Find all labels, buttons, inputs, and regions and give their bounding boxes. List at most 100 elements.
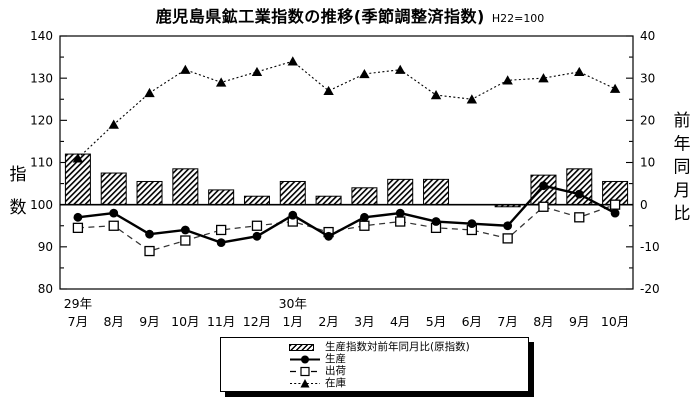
legend-sample-yoy <box>289 343 321 351</box>
shipment-marker <box>216 224 227 236</box>
yoy-bar <box>243 195 270 206</box>
yoy-bar <box>172 168 199 206</box>
month-label: 9月 <box>569 314 589 329</box>
mining-industry-index-chart: 80 90 100 110 120 130 140 -20 -10 0 10 20 30 40 7月 8月 9月… <box>10 29 691 329</box>
left-axis-tick-label: 140 <box>30 29 53 43</box>
production-marker <box>431 217 441 226</box>
shipment-marker <box>108 220 119 231</box>
legend-sample-production <box>289 354 321 365</box>
inventory-marker <box>323 85 334 96</box>
production-marker <box>539 181 548 191</box>
yoy-bar <box>351 187 378 206</box>
chart-base-year-note: H22=100 <box>491 12 545 25</box>
legend-item-yoy-bar: 生産指数対前年同月比(原指数) <box>221 341 528 353</box>
left-axis-tick-label: 120 <box>30 114 53 128</box>
yoy-bar <box>315 195 342 206</box>
month-label: 12月 <box>243 314 271 329</box>
right-axis-tick-label: 40 <box>640 29 655 43</box>
inventory-marker <box>574 66 585 77</box>
legend-item-shipment: 出荷 <box>221 365 528 377</box>
right-axis-title-char: 月 <box>674 181 691 201</box>
hatched-bar-swatch <box>289 343 314 351</box>
shipment-marker <box>574 212 585 223</box>
production-marker <box>610 208 620 218</box>
inventory-line <box>77 60 616 159</box>
left-axis-tick-label: 90 <box>38 240 53 254</box>
legend-item-inventory: 在庫 <box>221 377 528 389</box>
left-axis-tick-label: 80 <box>38 282 53 296</box>
month-label: 2月 <box>318 314 338 329</box>
production-marker <box>395 208 405 218</box>
shipment-line <box>77 204 616 252</box>
dotted-line-triangle-icon <box>290 378 320 387</box>
inventory-marker <box>108 119 119 129</box>
production-marker <box>216 238 226 248</box>
production-line <box>77 184 616 244</box>
legend-box: 生産指数対前年同月比(原指数) 生産 出荷 <box>220 337 529 392</box>
right-axis-tick-label: 30 <box>640 71 655 85</box>
right-axis-tick-label: 10 <box>640 156 655 170</box>
inventory-marker <box>359 68 370 79</box>
production-marker <box>574 189 584 199</box>
right-axis-title-char: 年 <box>674 134 691 154</box>
production-marker <box>360 212 369 222</box>
chart-header: 鹿児島県鉱工業指数の推移(季節調整済指数) H22=100 <box>0 3 700 27</box>
month-label: 4月 <box>390 314 410 329</box>
legend-label-shipment: 出荷 <box>325 364 346 377</box>
yoy-bar <box>423 178 450 206</box>
shipment-marker <box>538 201 549 212</box>
inventory-marker <box>72 153 84 163</box>
production-marker <box>467 219 477 229</box>
legend-sample-inventory <box>289 378 321 389</box>
production-marker <box>73 212 83 222</box>
yoy-bar <box>100 172 127 206</box>
shipment-marker <box>144 245 155 257</box>
month-label: 7月 <box>68 314 88 329</box>
plot-border <box>59 35 634 290</box>
solid-line-circle-icon <box>290 355 320 363</box>
inventory-marker <box>609 83 621 93</box>
shipment-marker <box>251 220 263 231</box>
yoy-bar <box>387 178 414 206</box>
right-axis-title-char: 比 <box>674 204 691 224</box>
production-marker <box>288 210 298 220</box>
month-label: 7月 <box>497 314 517 329</box>
inventory-marker <box>215 77 227 87</box>
right-axis-tick-label: -10 <box>640 240 660 254</box>
production-marker <box>503 221 513 231</box>
right-axis-title-char: 同 <box>674 158 691 178</box>
legend-label-yoy: 生産指数対前年同月比(原指数) <box>325 340 470 353</box>
month-label: 11月 <box>207 314 235 329</box>
inventory-marker <box>466 94 478 104</box>
month-label: 9月 <box>139 314 159 329</box>
shipment-marker <box>502 233 513 244</box>
month-label: 5月 <box>426 314 446 329</box>
left-axis-tick-label: 130 <box>30 71 53 85</box>
inventory-marker <box>180 64 191 74</box>
inventory-marker <box>430 90 442 100</box>
year-label: 30年 <box>279 296 307 311</box>
chart-title: 鹿児島県鉱工業指数の推移(季節調整済指数) <box>155 7 485 26</box>
legend-sample-shipment <box>289 366 321 377</box>
right-axis-title-char: 前 <box>674 111 691 131</box>
yoy-bar <box>279 180 306 206</box>
inventory-marker <box>287 56 298 66</box>
production-marker <box>180 225 190 235</box>
month-label: 8月 <box>533 314 553 329</box>
left-axis-title-char: 数 <box>10 198 27 218</box>
shipment-marker <box>359 220 370 231</box>
legend-label-production: 生産 <box>325 352 346 365</box>
year-label: 29年 <box>64 296 92 311</box>
shipment-marker <box>72 222 84 234</box>
production-marker <box>109 208 119 218</box>
dashed-line-square-icon <box>290 366 320 376</box>
month-label: 10月 <box>601 314 629 329</box>
inventory-marker <box>251 66 263 77</box>
left-axis-tick-label: 110 <box>30 156 53 170</box>
right-axis-tick-label: 20 <box>640 114 655 128</box>
shipment-marker <box>180 235 191 246</box>
legend-label-inventory: 在庫 <box>325 376 346 389</box>
yoy-bar <box>208 189 235 206</box>
month-label: 8月 <box>103 314 123 329</box>
month-label: 6月 <box>462 314 482 329</box>
